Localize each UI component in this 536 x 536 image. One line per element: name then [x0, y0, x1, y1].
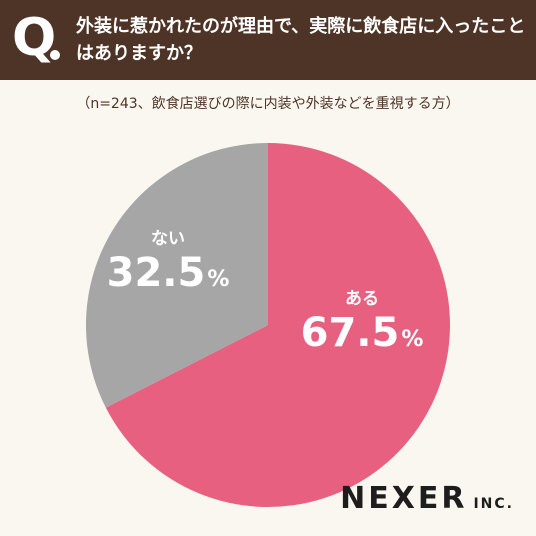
- logo-name: NEXER: [340, 481, 468, 516]
- slice-name-aru: ある: [345, 289, 379, 309]
- slice-unit-nai: %: [207, 267, 230, 292]
- slice-unit-aru: %: [401, 327, 424, 352]
- nexer-logo: NEXER INC.: [340, 483, 514, 520]
- header-bar: Q 外装に惹かれたのが理由で、実際に飲食店に入ったことはありますか？: [0, 0, 536, 80]
- slice-name-nai: ない: [151, 229, 185, 249]
- pie-slice-1: [86, 143, 268, 408]
- sample-note: （n=243、飲食店選びの際に内装や外装などを重視する方）: [76, 96, 460, 112]
- slice-value-aru: 67.5: [300, 310, 400, 356]
- slice-label-aru: ある 67.5%: [282, 288, 442, 356]
- logo-suffix: INC.: [473, 496, 514, 512]
- question-mark-label: Q: [12, 8, 57, 68]
- pie-slice-0: [105, 143, 450, 507]
- slice-label-nai: ない 32.5%: [88, 228, 248, 296]
- question-dot: [50, 50, 60, 60]
- slice-value-nai: 32.5: [106, 250, 206, 296]
- question-text: 外装に惹かれたのが理由で、実際に飲食店に入ったことはありますか？: [76, 16, 526, 64]
